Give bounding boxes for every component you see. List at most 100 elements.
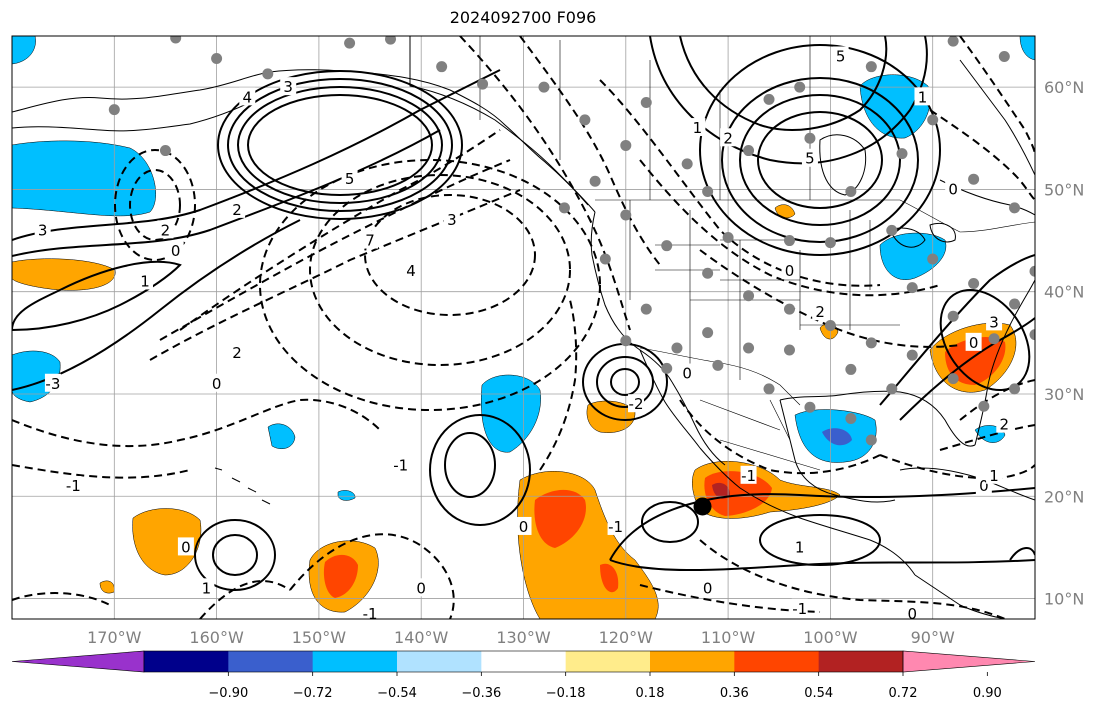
colorbar-tick-label: 0.54 (804, 686, 833, 701)
station-dot (640, 303, 652, 315)
contour-label-bg (341, 169, 358, 188)
east-coast-us (974, 279, 1035, 446)
contour-dashed-nw-low-2 (114, 149, 196, 261)
station-dot (886, 383, 898, 395)
lon-tick-label: 110°W (701, 628, 756, 647)
contour-canada-high-3 (721, 77, 919, 243)
shade-blue-northwest (12, 140, 156, 217)
contour-label-bg (229, 199, 246, 218)
station-dot (436, 61, 448, 73)
station-dot (743, 145, 755, 157)
contour-label-bg (801, 148, 818, 167)
contour-high-alaska-4 (217, 70, 463, 220)
station-dot (968, 278, 980, 290)
contour-label: 3 (989, 313, 999, 331)
contour-label: 5 (345, 170, 355, 188)
contour-label: 3 (38, 221, 48, 239)
station-dot (712, 359, 724, 371)
contour-dashed-mexico-2 (699, 539, 1006, 619)
contour-label-bg (167, 240, 184, 259)
colorbar (11, 650, 1036, 673)
station-dot (804, 401, 816, 413)
colorbar-segment (565, 651, 651, 672)
station-dot (702, 267, 714, 279)
contour-dashed-trough-1 (599, 79, 881, 287)
shade-blue-small (337, 490, 356, 501)
contour-label: 0 (969, 334, 979, 352)
station-dot (906, 349, 918, 361)
contour-label: -1 (792, 600, 807, 618)
central-america (914, 574, 1006, 619)
contour-dashed-canada-east-2 (959, 36, 1035, 156)
lon-tick-label: 150°W (292, 628, 347, 647)
station-dot (865, 61, 877, 73)
station-dot (1009, 202, 1021, 214)
contour-label-bg (34, 220, 51, 239)
contour-label: 0 (907, 605, 917, 623)
contour-label: 0 (416, 579, 426, 597)
contour-label-bg (607, 516, 624, 535)
contour-label: 0 (171, 242, 181, 260)
contour-mexico-low (641, 501, 699, 543)
contour-label: 4 (406, 262, 416, 280)
contour-canada-arc-2 (649, 36, 928, 165)
contour-dashed-south-2 (199, 580, 291, 619)
contour-dashed-jet-3 (149, 189, 521, 361)
station-dot (743, 290, 755, 302)
shade-blue-hawaii-north (267, 423, 296, 449)
contour-dashed-southwest-1 (12, 398, 381, 448)
station-dot (385, 36, 397, 45)
storm-center-marker (693, 497, 712, 516)
shade-orange-southwest (132, 508, 202, 576)
lat-tick-label: 30°N (1044, 385, 1084, 404)
contour-label-bg (177, 537, 194, 556)
contour-atlantic-ridge-1 (879, 254, 1035, 406)
station-dot (783, 344, 795, 356)
contour-label-bg (362, 603, 379, 619)
contour-label: 2 (1000, 416, 1010, 434)
aleutian-chain (12, 99, 256, 132)
station-dot (344, 37, 356, 49)
station-dot (743, 342, 755, 354)
shade-darkred-mexico (712, 482, 730, 499)
station-dot (896, 148, 908, 160)
station-dot (661, 362, 673, 374)
contour-label-bg (812, 302, 829, 321)
contour-high-alaska-1 (247, 94, 433, 196)
lon-tick-label: 90°W (911, 628, 955, 647)
contour-label: 0 (703, 579, 713, 597)
contour-label-bg (208, 373, 225, 392)
contour-label: 1 (918, 88, 928, 106)
station-dot (968, 173, 980, 185)
mexico-states (699, 399, 821, 471)
contour-low-central-1 (429, 414, 531, 526)
station-dot (589, 175, 601, 187)
contour-label: 2 (232, 344, 242, 362)
station-dot (927, 114, 939, 126)
station-dot (620, 139, 632, 151)
contour-low-baja-3 (610, 368, 640, 396)
station-dot (170, 36, 182, 44)
contour-dashed-jet-2 (159, 159, 511, 341)
colorbar-segment (650, 651, 735, 672)
contour-dashed-pacific-low-2 (309, 174, 571, 366)
contour-label-bg (44, 373, 61, 392)
contour-label-bg (791, 537, 808, 556)
colorbar-segment (397, 651, 482, 672)
mexico-pacific-coast (699, 447, 916, 576)
station-dot (886, 224, 898, 236)
contour-high-alaska-3 (227, 78, 453, 212)
station-dot (722, 231, 734, 243)
contour-dashed-trough-3 (699, 249, 961, 348)
station-dot (1050, 352, 1061, 363)
contour-canada-arc-1 (679, 36, 888, 131)
contour-label-bg (699, 578, 716, 597)
contour-label: 4 (243, 88, 253, 106)
shade-red-tropical-2 (600, 563, 619, 593)
station-dot (262, 68, 274, 80)
contour-label-bg (443, 210, 460, 229)
contour-label: 3 (283, 78, 293, 96)
plot-title: 2024092700 F096 (449, 8, 597, 27)
negative-contour-layer (12, 36, 1035, 619)
hudson-bay (819, 134, 867, 196)
